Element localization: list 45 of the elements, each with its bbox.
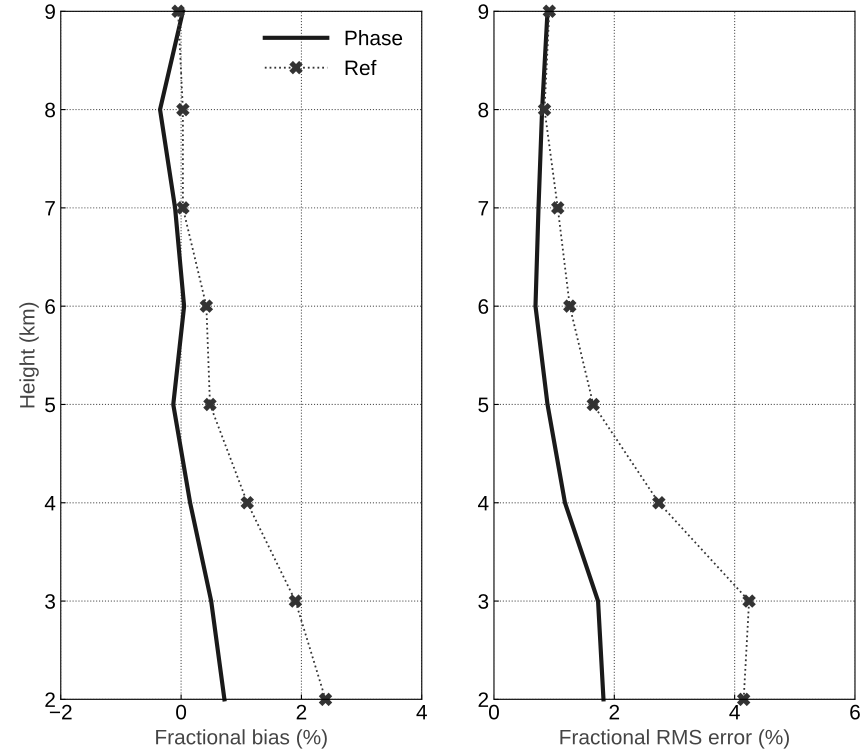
- legend-label: Ref: [346, 60, 376, 76]
- x-tick-label: −2: [50, 704, 72, 720]
- y-tick-label: 5: [478, 398, 488, 412]
- x-tick-label: 2: [296, 704, 306, 720]
- y-tick-label: 3: [478, 594, 488, 609]
- legend-label: Phase: [346, 30, 402, 46]
- y-tick-label: 9: [45, 4, 55, 20]
- point: [652, 496, 666, 510]
- point: [563, 300, 576, 313]
- point: [586, 398, 600, 412]
- point: [176, 201, 190, 214]
- y-tick-label: 9: [478, 4, 488, 20]
- y-tick-label: 7: [478, 201, 488, 216]
- point: [171, 4, 185, 18]
- point: [318, 692, 332, 706]
- x-tick-label: 0: [176, 704, 186, 720]
- y-tick-label: 8: [45, 102, 55, 118]
- y-tick-label: 8: [478, 102, 488, 118]
- y-axis-title: Height (km): [19, 302, 39, 408]
- x-tick-label: 2: [610, 704, 620, 720]
- point: [203, 398, 217, 412]
- x-tick-label: 0: [488, 704, 499, 720]
- y-tick-label: 5: [45, 398, 56, 412]
- point: [288, 594, 302, 608]
- point: [551, 201, 564, 214]
- x-axis-title: Fractional bias (%): [156, 729, 327, 749]
- point: [200, 300, 213, 313]
- point: [737, 692, 750, 706]
- y-tick-label: 3: [45, 594, 55, 609]
- y-tick-label: 6: [478, 299, 488, 314]
- y-tick-label: 4: [44, 496, 56, 510]
- x-tick-label: 6: [850, 704, 860, 720]
- y-tick-label: 2: [45, 692, 55, 707]
- x-axis-title: Fractional RMS error (%): [560, 729, 789, 749]
- y-tick-label: 6: [45, 299, 55, 314]
- x-tick-label: 4: [416, 704, 427, 720]
- point: [240, 496, 254, 510]
- point: [538, 102, 552, 116]
- y-tick-label: 2: [478, 692, 488, 707]
- point: [742, 594, 756, 608]
- point: [542, 4, 556, 18]
- point: [176, 102, 190, 116]
- y-tick-label: 7: [45, 201, 55, 216]
- x-tick-label: 4: [729, 704, 740, 720]
- y-tick-label: 4: [478, 496, 488, 510]
